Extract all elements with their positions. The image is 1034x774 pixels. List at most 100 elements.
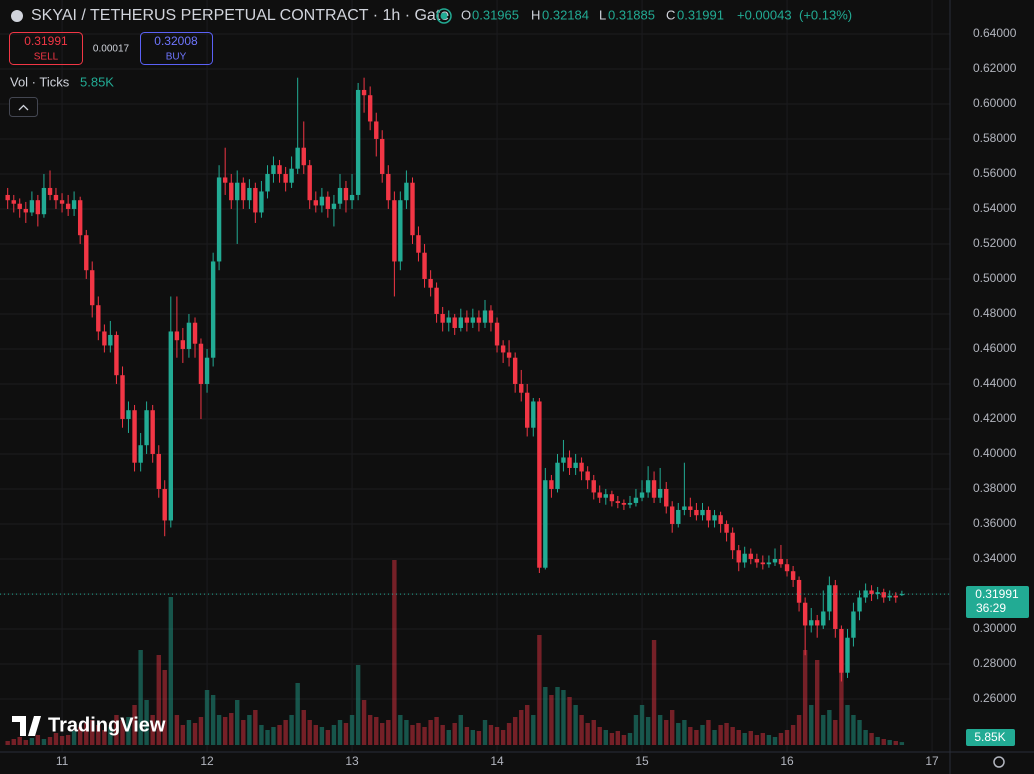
volume-bar (555, 687, 560, 745)
x-tick-label: 11 (56, 754, 69, 768)
y-tick-label: 0.34000 (973, 551, 1017, 565)
candle-body (259, 191, 264, 213)
volume-bar (222, 717, 228, 745)
y-tick-label: 0.48000 (973, 306, 1017, 320)
low-value: 0.31885 (608, 7, 655, 22)
volume-bar (150, 715, 155, 745)
candle-body (162, 488, 167, 521)
volume-bar (893, 741, 898, 745)
volume-bar (585, 723, 590, 745)
candle-body (881, 592, 886, 598)
volume-bar (682, 720, 687, 745)
volume-value: 5.85K (80, 74, 114, 89)
volume-bar (500, 730, 506, 745)
buy-label: BUY (166, 52, 187, 63)
candle-body (639, 492, 645, 498)
volume-bar (77, 727, 83, 745)
y-tick-label: 0.26000 (973, 691, 1017, 705)
sell-button[interactable] (9, 32, 83, 65)
volume-bar (833, 720, 838, 745)
volume-bar (114, 715, 119, 745)
candle-body (265, 173, 270, 192)
candle-body (821, 611, 826, 626)
candle-body (621, 502, 627, 505)
candle-body (893, 595, 898, 598)
volume-bar (392, 560, 397, 745)
candle-body (404, 182, 409, 201)
candle-body (144, 410, 149, 446)
collapse-button[interactable] (9, 97, 38, 117)
buy-button[interactable] (140, 32, 213, 65)
x-tick-label: 13 (345, 754, 359, 768)
volume-bar (531, 715, 536, 745)
candle-body (102, 331, 107, 346)
candle-body (410, 182, 415, 236)
volume-bar (102, 730, 107, 745)
y-tick-label: 0.62000 (973, 61, 1017, 75)
volume-bar (615, 731, 621, 745)
candle-body (295, 147, 300, 169)
y-tick-label: 0.50000 (973, 271, 1017, 285)
volume-bar (126, 717, 131, 745)
candle-body (845, 637, 850, 673)
candle-body (887, 595, 892, 598)
volume-bar (597, 727, 602, 745)
volume-bar (17, 737, 22, 745)
volume-bar (651, 640, 657, 745)
candle-body (120, 375, 125, 419)
candle-body (235, 182, 240, 201)
volume-bar (416, 723, 421, 745)
volume-bar (760, 733, 766, 745)
high-value: 0.32184 (542, 7, 589, 22)
volume-bar (458, 715, 463, 745)
candle-body (512, 357, 518, 384)
candle-body (494, 322, 500, 346)
volume-bar (821, 715, 826, 745)
y-tick-label: 0.38000 (973, 481, 1017, 495)
price-badge-value: 0.31991 (975, 587, 1019, 601)
volume-bar (29, 738, 35, 745)
x-tick-label: 17 (925, 754, 939, 768)
candle-body (380, 138, 385, 174)
volume-bar (857, 720, 862, 745)
candle-body (319, 196, 325, 206)
candle-body (168, 331, 174, 521)
candle-body (585, 471, 590, 481)
volume-bar (814, 660, 820, 745)
candle-body (597, 492, 602, 498)
candle-body (669, 506, 675, 524)
volume-bar (476, 731, 482, 745)
candle-body (839, 628, 844, 673)
volume-bar (241, 720, 246, 745)
volume-bar (603, 730, 608, 745)
candle-body (180, 340, 186, 349)
candle-body (488, 310, 494, 323)
high-letter: H (531, 7, 540, 22)
candle-body (307, 165, 312, 201)
candle-body (567, 457, 572, 468)
volume-bar (863, 730, 868, 745)
volume-bar (724, 723, 729, 745)
volume-bar (132, 705, 137, 745)
settings-icon[interactable] (993, 756, 1005, 768)
volume-bar (561, 690, 566, 745)
y-tick-label: 0.28000 (973, 656, 1017, 670)
countdown: 36:29 (976, 601, 1006, 615)
volume-bar (47, 737, 53, 745)
volume-bar (319, 727, 325, 745)
candle-body (476, 317, 482, 323)
volume-bar (235, 700, 240, 745)
volume-bar (96, 725, 101, 745)
volume-bar (210, 695, 216, 745)
candle-body (651, 480, 657, 498)
volume-bar (512, 717, 518, 745)
candle-body (331, 203, 337, 209)
volume-bar (331, 725, 337, 745)
logo-mark (12, 716, 41, 736)
volume-bar (796, 715, 802, 745)
volume-bar (247, 715, 252, 745)
volume-bar (53, 733, 59, 745)
volume-bar (887, 740, 892, 745)
candle-body (325, 196, 331, 209)
volume-bar (694, 730, 699, 745)
